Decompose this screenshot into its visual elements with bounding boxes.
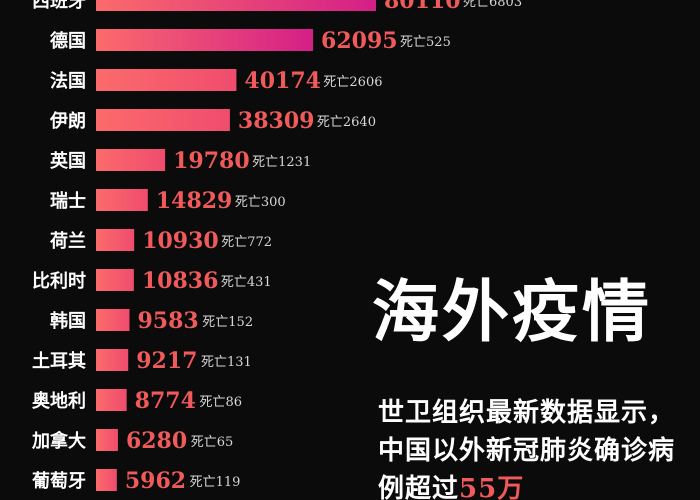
category-label: 加拿大 [31,430,86,452]
bar-row: 伊朗 38309 死亡2640 [49,108,376,134]
death-label: 死亡772 [221,235,272,250]
death-label: 死亡431 [221,275,272,290]
value-label: 5962 [125,468,186,494]
headline: 海外疫情 [372,273,652,351]
bar [96,189,148,211]
bar-row: 奥地利 8774 死亡86 [32,388,242,414]
death-label: 死亡6803 [463,0,522,10]
death-label: 死亡119 [190,475,241,490]
bar-row: 韩国 9583 死亡152 [50,308,253,334]
bar-row: 西班牙 80110 死亡6803 [32,0,522,14]
value-label: 14829 [156,188,233,214]
bar [96,429,118,451]
value-label: 9583 [137,308,198,334]
death-label: 死亡65 [191,435,234,450]
bar-row: 法国 40174 死亡2606 [50,68,383,94]
bar-row: 葡萄牙 5962 死亡119 [31,468,240,494]
bar-row: 德国 62095 死亡525 [50,28,451,54]
summary-text: 世卫组织最新数据显示，中国以外新冠肺炎确诊病例超过55万 [378,394,678,500]
bar [96,389,127,411]
category-label: 德国 [50,30,86,52]
bars-layer: 西班牙 80110 死亡6803 德国 62095 死亡525 法国 40174 死亡2606 伊… [31,0,522,494]
value-label: 9217 [136,348,197,374]
death-label: 死亡300 [235,195,286,210]
death-label: 死亡131 [201,355,252,370]
value-label: 8774 [135,388,196,414]
value-label: 19780 [173,148,250,174]
value-label: 62095 [321,28,398,54]
summary-highlight: 55万 [459,474,525,500]
bar [96,349,129,371]
death-label: 死亡1231 [252,155,311,170]
value-label: 38309 [238,108,315,134]
bar [96,0,376,11]
bar-row: 土耳其 9217 死亡131 [32,348,252,374]
bar [96,269,134,291]
category-label: 西班牙 [32,0,86,12]
bar [96,69,237,91]
bar-row: 加拿大 6280 死亡65 [31,428,233,454]
death-label: 死亡152 [202,315,253,330]
bar [96,29,314,51]
category-label: 比利时 [32,270,86,292]
bar [96,149,166,171]
category-label: 葡萄牙 [31,470,86,492]
bar-row: 英国 19780 死亡1231 [49,148,311,174]
summary-body: 世卫组织最新数据显示，中国以外新冠肺炎确诊病例超过 [378,398,676,500]
bar [96,229,135,251]
value-label: 6280 [126,428,187,454]
category-label: 荷兰 [50,230,86,252]
category-label: 土耳其 [32,351,86,372]
category-label: 伊朗 [49,110,86,132]
category-label: 法国 [50,70,86,92]
death-label: 死亡525 [400,35,451,50]
death-label: 死亡86 [199,395,242,410]
bar-row: 瑞士 14829 死亡300 [50,188,286,214]
category-label: 英国 [49,150,86,172]
value-label: 40174 [244,68,321,94]
death-label: 死亡2606 [323,75,382,90]
bar-row: 荷兰 10930 死亡772 [50,228,272,254]
value-label: 10836 [142,268,219,294]
bar-row: 比利时 10836 死亡431 [32,268,272,294]
death-label: 死亡2640 [317,115,376,130]
bar [96,469,117,491]
category-label: 韩国 [50,310,86,332]
bar [96,109,230,131]
value-label: 80110 [384,0,461,14]
bar [96,309,130,331]
category-label: 奥地利 [32,390,86,412]
category-label: 瑞士 [50,191,86,212]
value-label: 10930 [142,228,219,254]
